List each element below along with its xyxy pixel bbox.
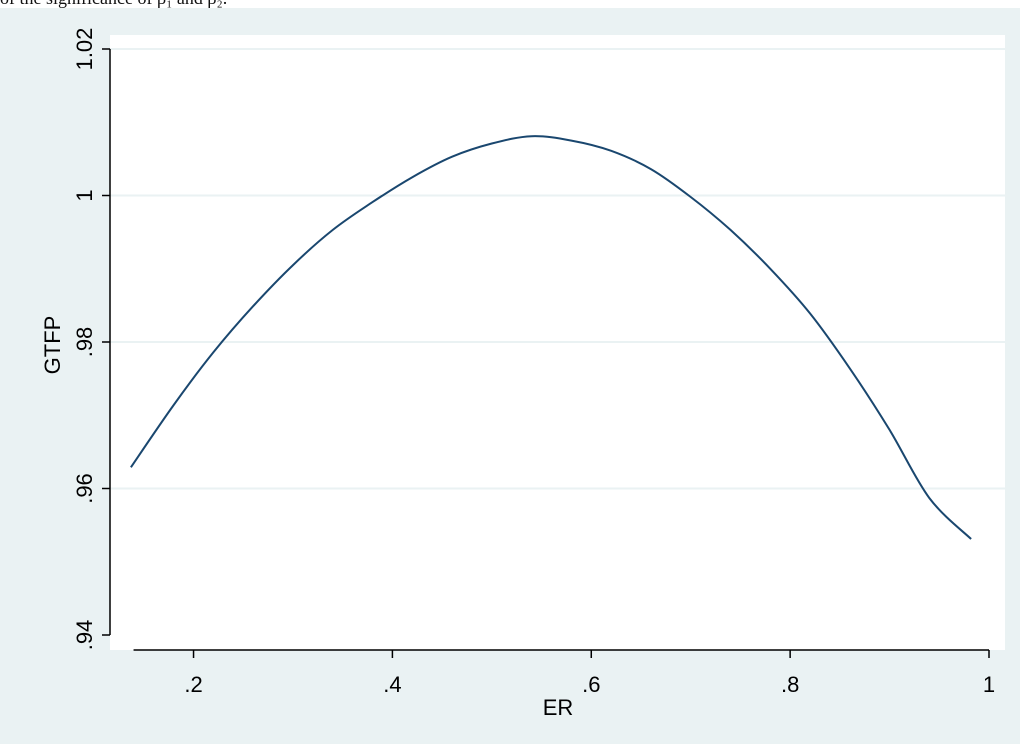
x-axis-ticks: .2 .4 .6 .8 1 [184, 650, 995, 697]
y-tick-label: .96 [72, 473, 97, 504]
page-caption: of the significance of β₁ and β₂. [0, 0, 1020, 8]
x-tick-label: 1 [983, 672, 995, 697]
y-tick-label: 1.02 [72, 28, 97, 71]
x-tick-label: .6 [582, 672, 600, 697]
x-axis-label: ER [543, 695, 574, 720]
y-tick-label: 1 [72, 189, 97, 201]
x-tick-label: .2 [184, 672, 202, 697]
y-tick-label: .98 [72, 327, 97, 358]
x-tick-label: .8 [781, 672, 799, 697]
series-line [130, 135, 972, 540]
y-tick-label: .94 [72, 620, 97, 651]
x-tick-label: .4 [383, 672, 401, 697]
gridlines [110, 48, 1005, 490]
y-axis-ticks: .94 .96 .98 1 1.02 [72, 28, 110, 651]
y-axis-label: GTFP [40, 316, 65, 375]
